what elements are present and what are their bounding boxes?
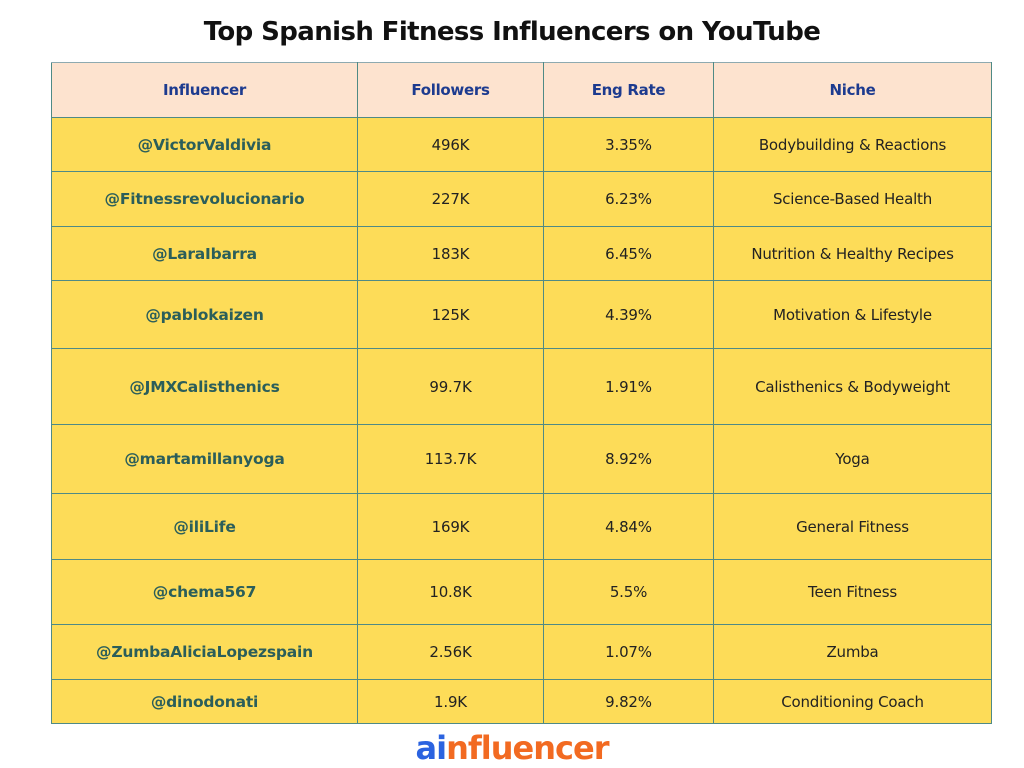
table-row: @ZumbaAliciaLopezspain 2.56K 1.07% Zumba [51, 624, 992, 680]
table-row: @iliLife 169K 4.84% General Fitness [51, 493, 992, 560]
niche: General Fitness [713, 493, 992, 560]
niche: Nutrition & Healthy Recipes [713, 226, 992, 281]
table-row: @LaraIbarra 183K 6.45% Nutrition & Healt… [51, 226, 992, 281]
engagement-rate: 3.35% [543, 117, 714, 172]
influencer-handle: @Fitnessrevolucionario [51, 171, 358, 227]
niche: Teen Fitness [713, 559, 992, 625]
engagement-rate: 6.45% [543, 226, 714, 281]
influencer-handle: @martamillanyoga [51, 424, 358, 494]
engagement-rate: 9.82% [543, 679, 714, 724]
column-header-niche: Niche [713, 62, 992, 118]
influencer-handle: @ZumbaAliciaLopezspain [51, 624, 358, 680]
niche: Bodybuilding & Reactions [713, 117, 992, 172]
followers-count: 10.8K [357, 559, 544, 625]
table-row: @chema567 10.8K 5.5% Teen Fitness [51, 559, 992, 625]
niche: Science-Based Health [713, 171, 992, 227]
influencer-table: Influencer Followers Eng Rate Niche @Vic… [51, 62, 992, 724]
table-row: @JMXCalisthenics 99.7K 1.91% Calisthenic… [51, 348, 992, 425]
engagement-rate: 4.84% [543, 493, 714, 560]
niche: Yoga [713, 424, 992, 494]
influencer-handle: @LaraIbarra [51, 226, 358, 281]
table-row: @dinodonati 1.9K 9.82% Conditioning Coac… [51, 679, 992, 724]
column-header-eng-rate: Eng Rate [543, 62, 714, 118]
influencer-handle: @chema567 [51, 559, 358, 625]
engagement-rate: 6.23% [543, 171, 714, 227]
logo-nfluencer-part: nfluencer [446, 729, 609, 767]
influencer-handle: @dinodonati [51, 679, 358, 724]
niche: Conditioning Coach [713, 679, 992, 724]
column-header-influencer: Influencer [51, 62, 358, 118]
followers-count: 2.56K [357, 624, 544, 680]
niche: Zumba [713, 624, 992, 680]
followers-count: 496K [357, 117, 544, 172]
followers-count: 125K [357, 280, 544, 349]
engagement-rate: 5.5% [543, 559, 714, 625]
table-row: @pablokaizen 125K 4.39% Motivation & Lif… [51, 280, 992, 349]
engagement-rate: 8.92% [543, 424, 714, 494]
influencer-handle: @VictorValdivia [51, 117, 358, 172]
followers-count: 183K [357, 226, 544, 281]
niche: Motivation & Lifestyle [713, 280, 992, 349]
table-row: @VictorValdivia 496K 3.35% Bodybuilding … [51, 117, 992, 172]
followers-count: 113.7K [357, 424, 544, 494]
table-row: @martamillanyoga 113.7K 8.92% Yoga [51, 424, 992, 494]
engagement-rate: 4.39% [543, 280, 714, 349]
engagement-rate: 1.07% [543, 624, 714, 680]
followers-count: 227K [357, 171, 544, 227]
influencer-handle: @iliLife [51, 493, 358, 560]
followers-count: 169K [357, 493, 544, 560]
page-title: Top Spanish Fitness Influencers on YouTu… [203, 17, 821, 47]
table-header-row: Influencer Followers Eng Rate Niche [51, 62, 992, 118]
table-row: @Fitnessrevolucionario 227K 6.23% Scienc… [51, 171, 992, 227]
engagement-rate: 1.91% [543, 348, 714, 425]
logo-ai-part: ai [415, 729, 448, 767]
followers-count: 99.7K [357, 348, 544, 425]
influencer-handle: @pablokaizen [51, 280, 358, 349]
niche: Calisthenics & Bodyweight [713, 348, 992, 425]
ainfluencer-logo: ainfluencer [0, 728, 1024, 768]
influencer-handle: @JMXCalisthenics [51, 348, 358, 425]
followers-count: 1.9K [357, 679, 544, 724]
column-header-followers: Followers [357, 62, 544, 118]
